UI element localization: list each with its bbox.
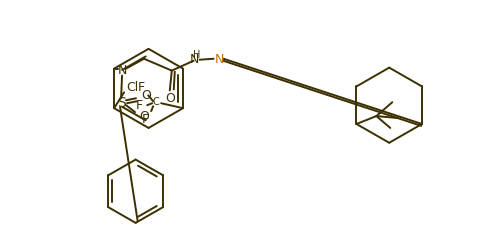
Text: S: S [117,96,125,110]
Text: C: C [153,97,159,107]
Text: O: O [165,92,175,105]
Text: F: F [135,99,143,112]
Text: N: N [118,64,127,77]
Text: H: H [193,50,200,60]
Text: F: F [141,113,149,125]
Text: F: F [137,81,145,94]
Text: O: O [139,109,149,123]
Text: N: N [190,53,199,66]
Text: O: O [141,89,151,102]
Text: N: N [215,53,224,66]
Text: Cl: Cl [126,81,138,94]
